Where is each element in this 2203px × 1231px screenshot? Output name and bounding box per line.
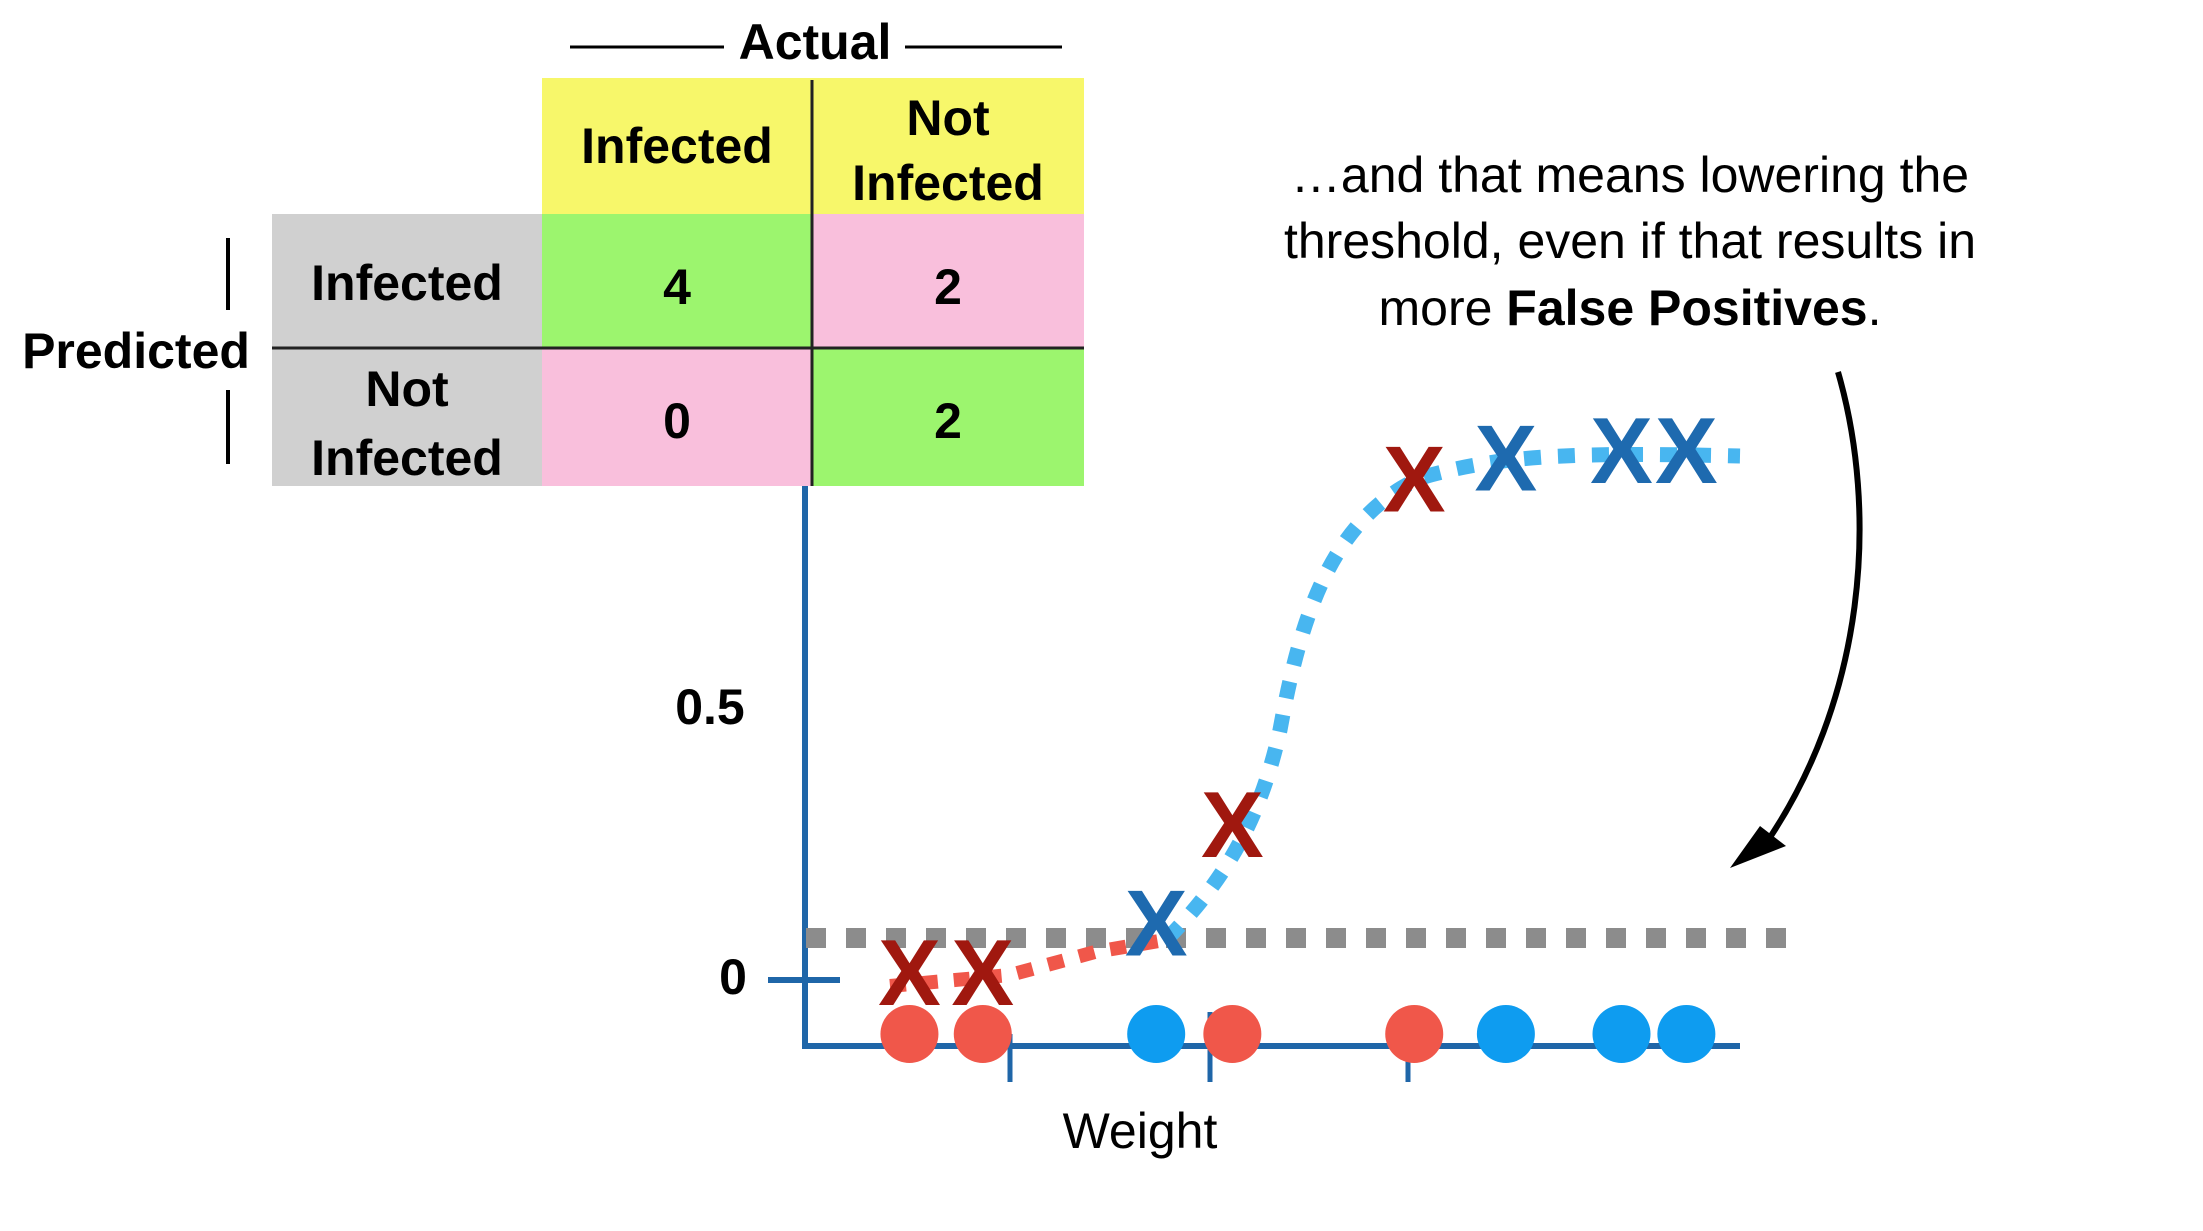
annotation-line-1: …and that means lowering the [1291, 147, 1969, 203]
sample-dot-infected [953, 1005, 1012, 1063]
sample-dot-infected [880, 1005, 939, 1063]
cell-true-positive: 4 [663, 259, 691, 315]
row-header-not-infected-bg [272, 348, 542, 486]
sample-dot-infected [1385, 1005, 1444, 1063]
sample-dot-not-infected [1127, 1005, 1186, 1063]
sample-dot-not-infected [1592, 1005, 1651, 1063]
row-header-not-infected: Infected [311, 430, 503, 486]
cell-true-negative-bg [812, 348, 1084, 486]
x-axis-label: Weight [1063, 1103, 1218, 1159]
col-header-not-infected-bg [812, 78, 1084, 214]
sample-dot-not-infected [1476, 1005, 1535, 1063]
annotation: …and that means lowering the threshold, … [1284, 147, 1976, 868]
confusion-matrix: Actual Infected Not Infected Infected No… [22, 14, 1084, 486]
sample-dot-infected [1203, 1005, 1262, 1063]
x-marker-infected: X [878, 920, 941, 1025]
annotation-line-3: more False Positives. [1378, 280, 1881, 336]
sample-dot-not-infected [1657, 1005, 1716, 1063]
col-header-infected-bg [542, 78, 812, 214]
cell-false-negative-bg [542, 348, 812, 486]
cell-true-negative: 2 [934, 393, 962, 449]
cell-false-negative: 0 [663, 393, 691, 449]
annotation-line-3-pre: more [1378, 280, 1506, 336]
row-header-not: Not [365, 361, 449, 417]
annotation-line-3-bold: False Positives [1506, 280, 1867, 336]
curve-red-segment [889, 933, 1167, 993]
cell-false-positive: 2 [934, 259, 962, 315]
samples-layer: X X XXX X X X [878, 398, 1718, 1063]
y-tick-label-zero: 0 [719, 949, 747, 1005]
annotation-arrow-shaft [1757, 371, 1863, 854]
y-tick-label-half: 0.5 [675, 679, 745, 735]
annotation-line-2: threshold, even if that results in [1284, 213, 1976, 269]
x-marker-not-infected: X [1475, 405, 1538, 510]
cell-false-positive-bg [812, 214, 1084, 348]
annotation-line-3-post: . [1868, 280, 1882, 336]
col-header-infected: Infected [581, 118, 773, 174]
predicted-label: Predicted [22, 323, 250, 379]
actual-label: Actual [739, 14, 892, 70]
x-marker-not-infected: X [1590, 398, 1653, 503]
row-header-infected-bg [272, 214, 542, 348]
col-header-not-infected: Infected [852, 155, 1044, 211]
x-marker-not-infected: X [1125, 871, 1188, 976]
annotation-arrow-head [1730, 826, 1786, 868]
x-marker-infected: X [1383, 426, 1446, 531]
x-marker-infected: X [1201, 772, 1264, 877]
x-marker-not-infected: X [1655, 398, 1718, 503]
logistic-plot: 0.5 0 Weight X X XXX X X X [675, 398, 1790, 1159]
col-header-not: Not [906, 90, 990, 146]
cell-true-positive-bg [542, 214, 812, 348]
x-marker-infected: X [951, 920, 1014, 1025]
curve-blue-segment [1162, 447, 1741, 944]
row-header-infected: Infected [311, 255, 503, 311]
